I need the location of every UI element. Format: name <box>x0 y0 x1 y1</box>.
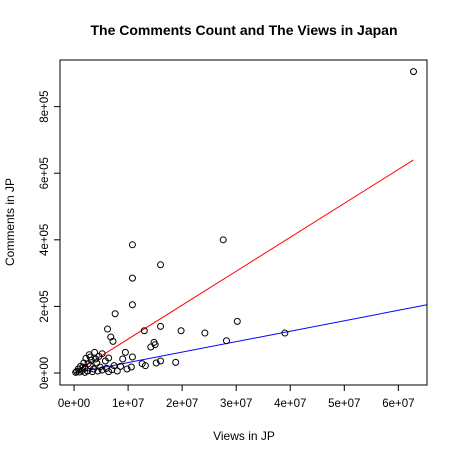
data-point <box>121 348 129 356</box>
data-point <box>233 317 241 325</box>
x-axis-label: Views in JP <box>213 429 275 443</box>
x-tick-label: 6e+07 <box>382 398 414 410</box>
data-point <box>75 368 83 376</box>
fit-line-1 <box>73 304 428 374</box>
y-tick-label: 6e+05 <box>39 157 51 189</box>
data-point <box>152 359 160 367</box>
y-tick-label: 4e+05 <box>39 224 51 256</box>
data-point <box>128 301 136 309</box>
data-point <box>128 241 136 249</box>
data-point <box>201 329 209 337</box>
y-axis: 0e+00 2e+05 4e+05 6e+05 8e+05 <box>39 90 61 389</box>
data-point <box>79 363 87 371</box>
data-point <box>141 362 149 370</box>
x-tick-label: 1e+07 <box>112 398 144 410</box>
data-point <box>172 358 180 366</box>
data-point <box>123 365 131 373</box>
chart-title: The Comments Count and The Views in Japa… <box>90 22 397 38</box>
x-tick-label: 0e+00 <box>58 398 90 410</box>
x-tick-label: 5e+07 <box>328 398 360 410</box>
x-tick-label: 2e+07 <box>166 398 198 410</box>
y-tick-label: 0e+00 <box>39 357 51 389</box>
data-point <box>177 327 185 335</box>
plot-frame <box>59 59 428 386</box>
fit-line-0 <box>73 159 414 374</box>
data-point <box>94 367 102 375</box>
data-point <box>128 353 136 361</box>
data-point <box>147 343 155 351</box>
data-point <box>128 274 136 282</box>
data-point <box>104 325 112 333</box>
data-point <box>73 367 81 375</box>
y-axis-label: Comments in JP <box>3 178 17 266</box>
data-point <box>72 368 80 376</box>
data-point <box>93 359 101 367</box>
regression-lines <box>73 159 428 374</box>
data-point <box>101 357 109 365</box>
data-point <box>86 353 94 361</box>
data-point <box>222 337 230 345</box>
data-point <box>157 322 165 330</box>
x-tick-label: 3e+07 <box>220 398 252 410</box>
data-point <box>219 236 227 244</box>
data-point <box>117 362 125 370</box>
data-point <box>98 366 106 374</box>
data-point <box>409 68 417 76</box>
data-point <box>107 333 115 341</box>
data-point <box>157 357 165 365</box>
data-point <box>88 368 96 376</box>
data-point <box>281 329 289 337</box>
x-tick-label: 4e+07 <box>274 398 306 410</box>
data-point <box>110 362 118 370</box>
data-point <box>140 327 148 335</box>
data-point <box>109 337 117 345</box>
data-point <box>84 360 92 368</box>
data-point <box>113 367 121 375</box>
y-tick-label: 8e+05 <box>39 90 51 122</box>
y-tick-label: 2e+05 <box>39 290 51 322</box>
x-axis: 0e+00 1e+07 2e+07 3e+07 4e+07 5e+07 6e+07 <box>58 384 415 410</box>
data-point <box>119 355 127 363</box>
data-point <box>157 261 165 269</box>
data-points <box>72 68 417 376</box>
data-point <box>105 368 113 376</box>
data-point <box>111 310 119 318</box>
data-point <box>127 363 135 371</box>
